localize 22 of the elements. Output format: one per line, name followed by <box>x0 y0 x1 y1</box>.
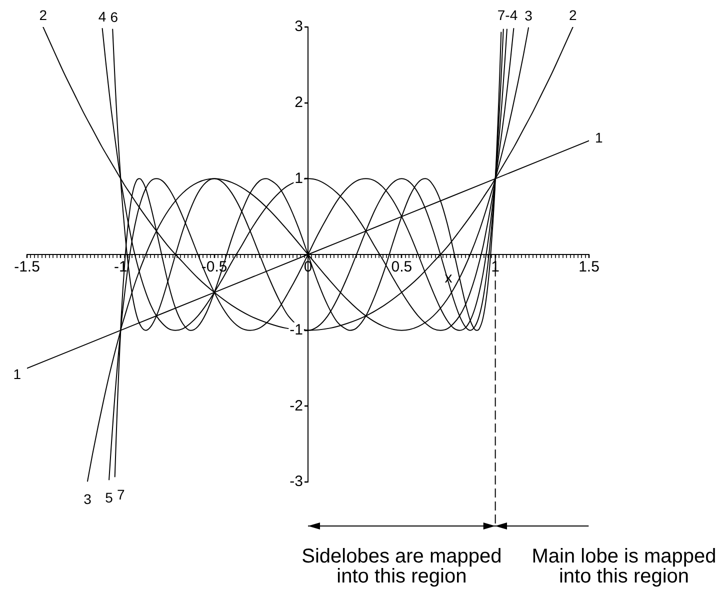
y-tick-label: 1 <box>294 170 303 187</box>
y-tick-label: 2 <box>294 94 303 111</box>
y-tick-label: -2 <box>290 397 303 414</box>
text: Sidelobes are mapped into this region <box>302 546 502 588</box>
annotation: 3 <box>524 8 533 24</box>
annotation: 1 <box>595 130 603 146</box>
y-tick-label: 3 <box>294 18 303 36</box>
annotation: 1 <box>13 366 22 382</box>
annotation: 7-4 <box>497 6 518 23</box>
x-tick-label: -1.5 <box>14 258 40 276</box>
annotation: 2 <box>568 6 577 23</box>
annotation: 2 <box>39 6 48 23</box>
annotation: 4 <box>98 8 106 24</box>
annotation: 7 <box>116 486 125 503</box>
annotation: 3 <box>84 491 92 508</box>
x-tick-label: 0.5 <box>391 258 412 276</box>
y-tick-label: -3 <box>290 473 303 490</box>
text: Main lobe is mapped into this region <box>532 546 716 588</box>
y-tick-label: -1 <box>290 321 303 338</box>
annotation: 6 <box>110 9 118 26</box>
annotation: 5 <box>105 490 114 506</box>
x-tick-label: 1.5 <box>578 258 600 276</box>
